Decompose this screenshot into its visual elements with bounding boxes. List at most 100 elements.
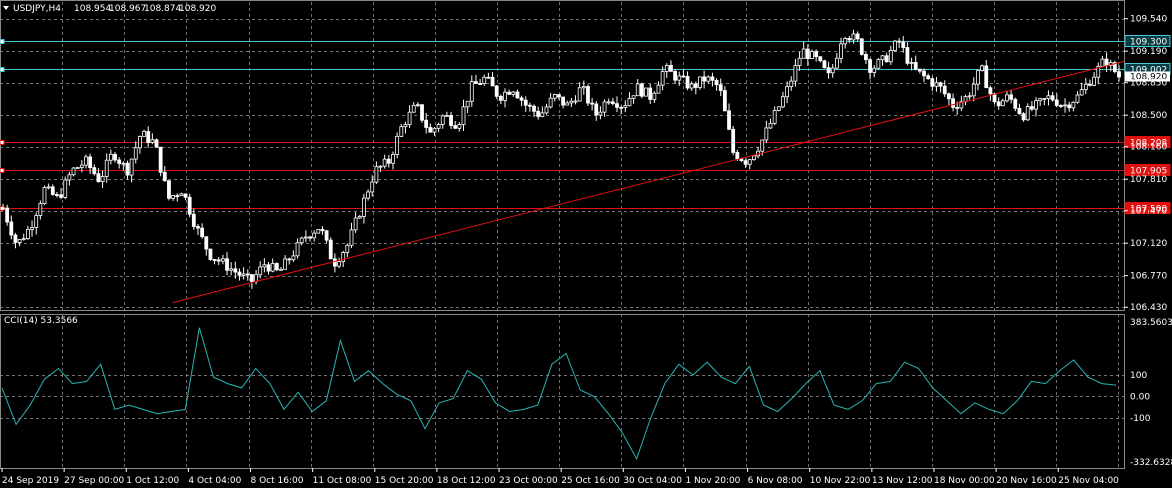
cci-label: CCI(14) 53.3566	[4, 316, 78, 326]
time-tick-label: 1 Nov 20:00	[685, 476, 740, 486]
symbol-dropdown-icon[interactable]	[3, 6, 9, 10]
candle-body	[776, 106, 781, 111]
price-levels[interactable]: 109.300 109.002 108.208 107.905 107.500 108.9…	[0, 35, 1171, 215]
candle-body	[519, 97, 524, 101]
candle-body	[88, 156, 93, 169]
candle-body	[1067, 104, 1072, 109]
trendline[interactable]	[172, 60, 1125, 304]
candle-body	[63, 179, 68, 198]
candle-body	[1075, 94, 1080, 103]
time-tick-label: 4 Oct 04:00	[188, 476, 241, 486]
candle-body	[245, 273, 250, 276]
candle-body	[851, 33, 856, 41]
cci-tick-label: 100	[1130, 371, 1147, 381]
candle-body	[21, 238, 26, 241]
candle-body	[897, 40, 902, 43]
candle-body	[888, 50, 893, 63]
price-tick-label: 108.850	[1130, 79, 1167, 89]
candle-body	[1005, 94, 1009, 102]
candle-body	[868, 59, 872, 73]
candle-body	[1038, 98, 1043, 102]
candle-body	[25, 229, 30, 240]
candle-body	[1117, 71, 1121, 78]
candle-body	[59, 194, 63, 198]
candle-body	[104, 159, 109, 177]
candle-body	[785, 86, 790, 98]
candle-body	[909, 62, 914, 64]
candle-body	[942, 85, 947, 95]
candle-body	[208, 248, 213, 260]
candle-body	[279, 268, 283, 271]
candle-body	[424, 119, 429, 128]
candle-body	[1063, 104, 1067, 107]
candle-body	[532, 105, 536, 112]
candle-body	[183, 193, 188, 198]
candle-body	[610, 101, 615, 105]
candle-body	[266, 264, 271, 272]
price-tick-label: 107.810	[1130, 175, 1167, 185]
candle-body	[490, 76, 495, 87]
candle-body	[436, 124, 441, 129]
candle-body	[1034, 100, 1038, 110]
candle-body	[465, 100, 470, 108]
candle-body	[366, 191, 370, 199]
candle-body	[378, 165, 383, 168]
candles	[1, 29, 1121, 289]
time-tick-label: 1 Oct 12:00	[126, 476, 179, 486]
candle-body	[693, 83, 698, 88]
candle-body	[619, 106, 624, 109]
candle-body	[581, 86, 586, 89]
level-107905-label: 107.905	[1130, 167, 1167, 177]
candle-body	[494, 85, 499, 97]
time-tick-label: 18 Nov 00:00	[934, 476, 995, 486]
svg-text:108.920: 108.920	[1130, 73, 1167, 83]
level-109002[interactable]: 109.002	[0, 63, 1171, 76]
candle-body	[598, 111, 603, 116]
cci-tick-label: -332.6328	[1130, 458, 1172, 468]
level-107500-label: 107.500	[1130, 205, 1167, 215]
level-109300[interactable]: 109.300	[0, 35, 1171, 48]
time-tick-label: 20 Nov 16:00	[996, 476, 1057, 486]
candle-body	[689, 83, 694, 89]
candle-body	[976, 70, 980, 85]
candle-body	[17, 239, 22, 243]
candle-body	[303, 236, 308, 239]
candle-body	[179, 193, 184, 197]
candle-body	[204, 236, 209, 250]
candle-body	[415, 104, 420, 107]
candle-body	[1071, 101, 1076, 109]
candle-body	[229, 268, 234, 271]
level-107905[interactable]: 107.905	[0, 164, 1171, 177]
candle-body	[341, 252, 346, 263]
level-108208[interactable]: 108.208	[0, 136, 1171, 149]
candle-body	[250, 274, 254, 282]
candle-body	[200, 227, 205, 238]
time-tick-label: 23 Oct 00:00	[499, 476, 558, 486]
price-tick-label: 108.160	[1130, 143, 1167, 153]
time-tick-label: 11 Oct 08:00	[313, 476, 372, 486]
time-tick-label: 24 Sep 2019	[2, 476, 59, 486]
candle-body	[930, 78, 935, 87]
candle-body	[432, 127, 437, 133]
candle-body	[594, 103, 599, 116]
price-tick-label: 109.540	[1130, 15, 1167, 25]
candle-body	[125, 162, 130, 176]
candle-body	[34, 215, 39, 228]
time-tick-label: 25 Nov 04:00	[1058, 476, 1119, 486]
candle-body	[440, 115, 445, 125]
candle-body	[855, 33, 860, 40]
candle-body	[673, 70, 677, 81]
price-tick-label: 107.470	[1130, 207, 1167, 217]
candle-body	[469, 81, 474, 102]
candle-body	[503, 91, 507, 101]
candle-body	[428, 127, 433, 133]
candle-body	[474, 81, 478, 84]
candle-body	[362, 197, 366, 217]
grid	[0, 0, 1125, 469]
candle-body	[731, 128, 736, 153]
candle-body	[913, 62, 918, 70]
candle-body	[660, 71, 665, 86]
candle-body	[747, 159, 752, 165]
candle-body	[270, 263, 275, 272]
